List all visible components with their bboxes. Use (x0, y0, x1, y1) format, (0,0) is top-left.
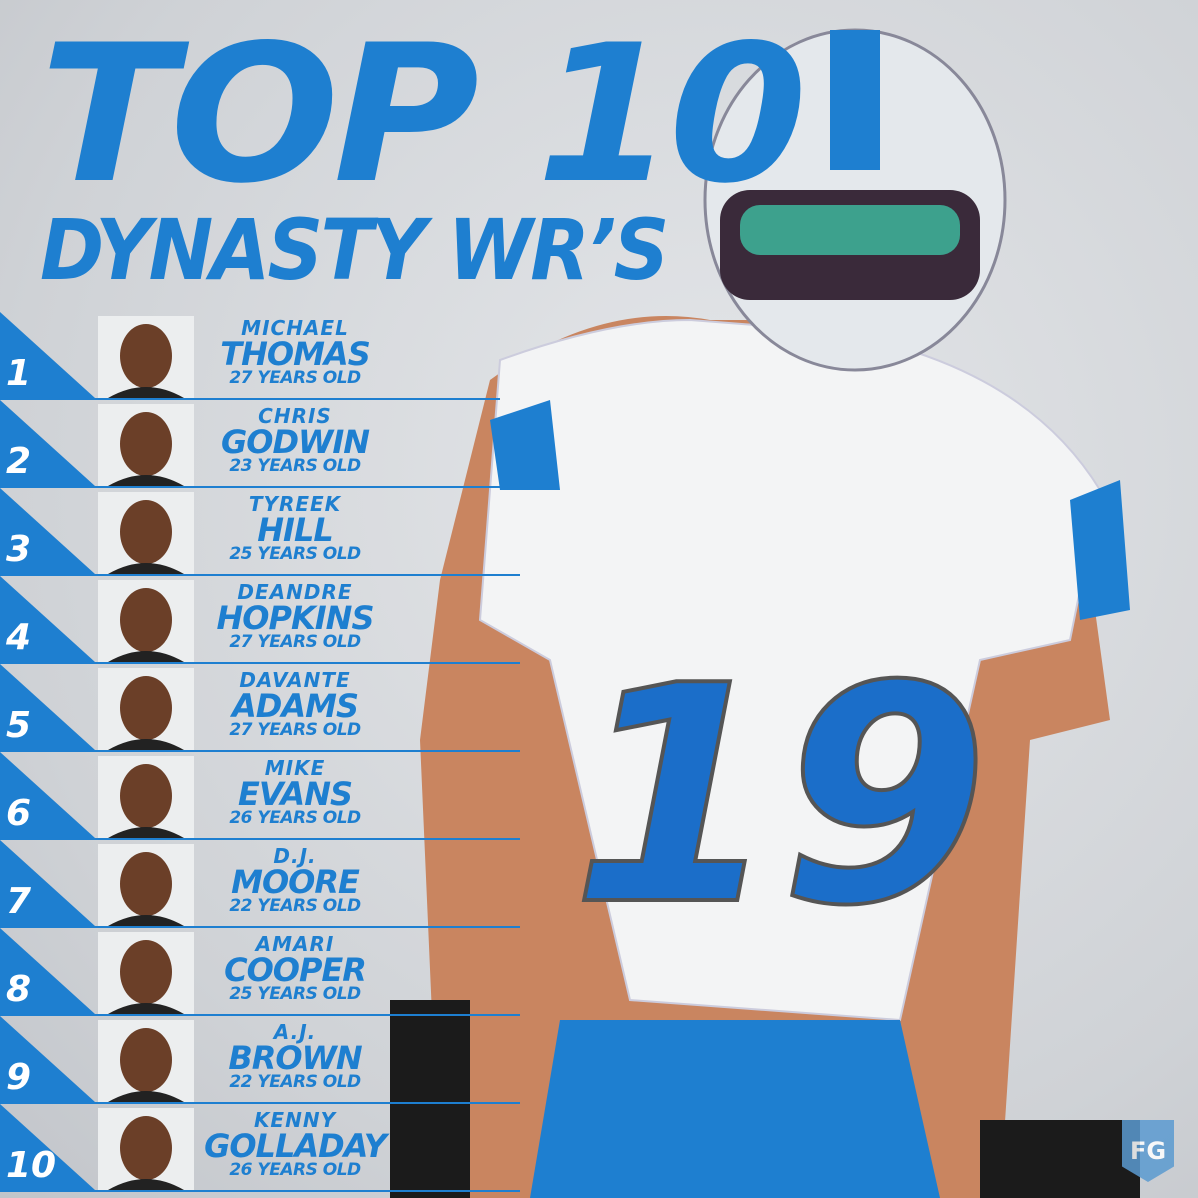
last-name: HILL (257, 511, 333, 549)
logo: FG (1122, 1120, 1174, 1182)
first-name: D.J. (273, 844, 317, 868)
player-row: 8 AMARI COOPER 25 YEARS OLD (0, 928, 520, 1016)
rank: 8 (6, 969, 32, 1010)
player-row: 2 CHRIS GODWIN 23 YEARS OLD (0, 400, 520, 488)
player-row: 5 DAVANTE ADAMS 27 YEARS OLD (0, 664, 520, 752)
last-name: GOLLADAY (204, 1127, 387, 1165)
player-photo (98, 756, 194, 838)
age: 25 YEARS OLD (229, 544, 361, 564)
player-photo (98, 580, 194, 662)
first-name: DAVANTE (239, 668, 351, 692)
divider (0, 662, 520, 664)
divider (0, 574, 520, 576)
first-name: AMARI (255, 932, 335, 956)
player-photo (98, 316, 194, 398)
player-photo (98, 1020, 194, 1102)
player-info: AMARI COOPER 25 YEARS OLD (200, 934, 390, 1003)
first-name: MICHAEL (241, 316, 349, 340)
rank: 1 (6, 353, 32, 394)
jersey-number: 19 (571, 622, 988, 971)
last-name: GODWIN (220, 423, 370, 461)
first-name: TYREEK (248, 492, 342, 516)
headshot (108, 412, 184, 486)
divider (0, 1102, 520, 1104)
last-name: THOMAS (220, 335, 370, 373)
first-name: DEANDRE (237, 580, 353, 604)
age: 26 YEARS OLD (229, 1160, 361, 1180)
player-photo (98, 932, 194, 1014)
player-row: 7 D.J. MOORE 22 YEARS OLD (0, 840, 520, 928)
rank: 2 (6, 441, 32, 482)
divider (0, 1014, 520, 1016)
player-row: 4 DEANDRE HOPKINS 27 YEARS OLD (0, 576, 520, 664)
last-name: ADAMS (232, 687, 359, 725)
player-photo (98, 1108, 194, 1190)
player-photo (98, 668, 194, 750)
headshot (108, 676, 184, 750)
age: 27 YEARS OLD (229, 720, 361, 740)
player-info: TYREEK HILL 25 YEARS OLD (200, 494, 390, 563)
divider (0, 486, 500, 488)
headshot (108, 1028, 184, 1102)
first-name: MIKE (264, 756, 326, 780)
player-row: 1 MICHAEL THOMAS 27 YEARS OLD (0, 312, 520, 400)
headshot (108, 940, 184, 1014)
headshot (108, 764, 184, 838)
divider (0, 926, 520, 928)
headshot (108, 1116, 184, 1190)
player-photo (98, 492, 194, 574)
age: 22 YEARS OLD (229, 1072, 361, 1092)
player-row: 6 MIKE EVANS 26 YEARS OLD (0, 752, 520, 840)
headshot (108, 852, 184, 926)
player-photo (98, 404, 194, 486)
rank: 6 (6, 793, 32, 834)
rank: 4 (6, 617, 32, 658)
rank: 7 (6, 881, 32, 922)
last-name: COOPER (224, 951, 367, 989)
player-info: KENNY GOLLADAY 26 YEARS OLD (200, 1110, 390, 1179)
last-name: HOPKINS (216, 599, 375, 637)
player-info: MIKE EVANS 26 YEARS OLD (200, 758, 390, 827)
age: 22 YEARS OLD (229, 896, 361, 916)
last-name: BROWN (228, 1039, 362, 1077)
player-info: MICHAEL THOMAS 27 YEARS OLD (200, 318, 390, 387)
age: 23 YEARS OLD (229, 456, 361, 476)
divider (0, 1190, 520, 1192)
first-name: KENNY (253, 1108, 337, 1132)
subtitle: DYNASTY WR’S (40, 201, 669, 299)
rank: 5 (6, 705, 32, 746)
player-row: 9 A.J. BROWN 22 YEARS OLD (0, 1016, 520, 1104)
headshot (108, 324, 184, 398)
age: 27 YEARS OLD (229, 368, 361, 388)
rank: 3 (6, 529, 32, 570)
player-photo (98, 844, 194, 926)
rank: 10 (6, 1145, 57, 1186)
age: 25 YEARS OLD (229, 984, 361, 1004)
player-info: D.J. MOORE 22 YEARS OLD (200, 846, 390, 915)
first-name: A.J. (273, 1020, 317, 1044)
player-row: 10 KENNY GOLLADAY 26 YEARS OLD (0, 1104, 520, 1192)
headshot (108, 500, 184, 574)
age: 26 YEARS OLD (229, 808, 361, 828)
title: TOP 10 (40, 4, 807, 225)
divider (0, 838, 520, 840)
player-figure: 19 (390, 28, 1140, 1198)
player-row: 3 TYREEK HILL 25 YEARS OLD (0, 488, 520, 576)
last-name: EVANS (237, 775, 353, 813)
player-info: DEANDRE HOPKINS 27 YEARS OLD (200, 582, 390, 651)
divider (0, 750, 520, 752)
age: 27 YEARS OLD (229, 632, 361, 652)
player-info: A.J. BROWN 22 YEARS OLD (200, 1022, 390, 1091)
headshot (108, 588, 184, 662)
divider (0, 398, 500, 400)
rank: 9 (6, 1057, 32, 1098)
last-name: MOORE (231, 863, 360, 901)
player-info: CHRIS GODWIN 23 YEARS OLD (200, 406, 390, 475)
player-info: DAVANTE ADAMS 27 YEARS OLD (200, 670, 390, 739)
first-name: CHRIS (258, 404, 332, 428)
